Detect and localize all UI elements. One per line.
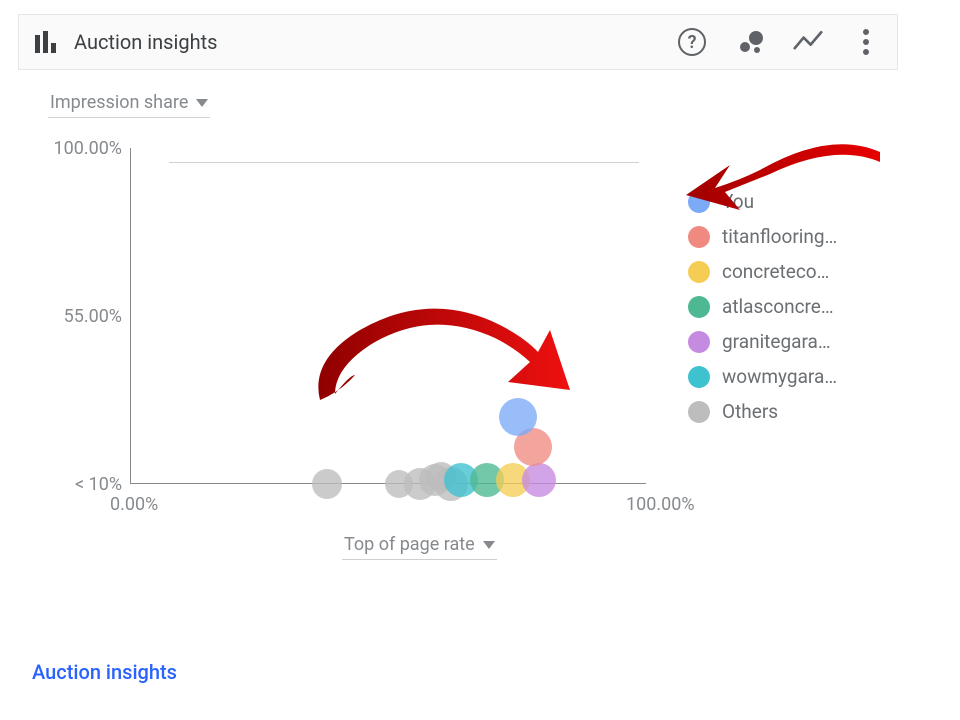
header-bar: Auction insights ? (18, 14, 898, 70)
auction-insights-link[interactable]: Auction insights (32, 660, 177, 684)
legend-label: concreteco… (722, 260, 829, 283)
header-title: Auction insights (74, 30, 217, 54)
line-chart-icon[interactable] (793, 27, 823, 57)
data-bubble[interactable] (312, 469, 342, 499)
legend-swatch (688, 226, 710, 248)
y-tick-label: 55.00% (42, 306, 122, 327)
legend-item-wowmygara[interactable]: wowmygara… (688, 365, 837, 388)
legend-swatch (688, 366, 710, 388)
y-tick-label: 100.00% (42, 138, 122, 159)
bars-icon (35, 31, 56, 53)
legend-swatch (688, 331, 710, 353)
auction-insights-chart: 100.00%55.00%< 10% 0.00%100.00% Youtitan… (48, 140, 888, 520)
legend-swatch (688, 261, 710, 283)
x-axis-dropdown-label: Top of page rate (344, 534, 475, 555)
legend-label: You (722, 190, 754, 213)
bubble-chart-icon[interactable] (735, 27, 765, 57)
legend-label: titanflooring… (722, 225, 837, 248)
legend-swatch (688, 191, 710, 213)
legend-label: atlasconcre… (722, 295, 834, 318)
header-icon-row: ? (677, 27, 881, 57)
x-axis-dropdown[interactable]: Top of page rate (342, 530, 497, 560)
legend-item-you[interactable]: You (688, 190, 837, 213)
chevron-down-icon (483, 541, 495, 549)
top-grid-line (169, 162, 639, 163)
kebab-menu-icon[interactable] (851, 27, 881, 57)
legend-swatch (688, 296, 710, 318)
header-title-block: Auction insights (35, 30, 217, 54)
x-tick-label: 0.00% (110, 494, 158, 515)
data-bubble[interactable] (522, 463, 556, 497)
help-icon[interactable]: ? (677, 27, 707, 57)
chevron-down-icon (196, 99, 208, 107)
legend-item-others[interactable]: Others (688, 400, 837, 423)
legend-item-titanflooring[interactable]: titanflooring… (688, 225, 837, 248)
y-axis-dropdown-label: Impression share (50, 92, 188, 113)
data-bubble[interactable] (499, 398, 537, 436)
legend-label: Others (722, 400, 778, 423)
x-tick-label: 100.00% (626, 494, 695, 515)
legend-label: granitegara… (722, 330, 831, 353)
legend-label: wowmygara… (722, 365, 837, 388)
legend-item-concreteco[interactable]: concreteco… (688, 260, 837, 283)
y-tick-label: < 10% (42, 474, 122, 495)
legend-item-atlasconcre[interactable]: atlasconcre… (688, 295, 837, 318)
plot-area (130, 148, 646, 484)
legend: You titanflooring… concreteco… atlasconcre…… (688, 190, 837, 423)
y-axis-dropdown[interactable]: Impression share (48, 88, 210, 118)
legend-item-granitegara[interactable]: granitegara… (688, 330, 837, 353)
legend-swatch (688, 401, 710, 423)
